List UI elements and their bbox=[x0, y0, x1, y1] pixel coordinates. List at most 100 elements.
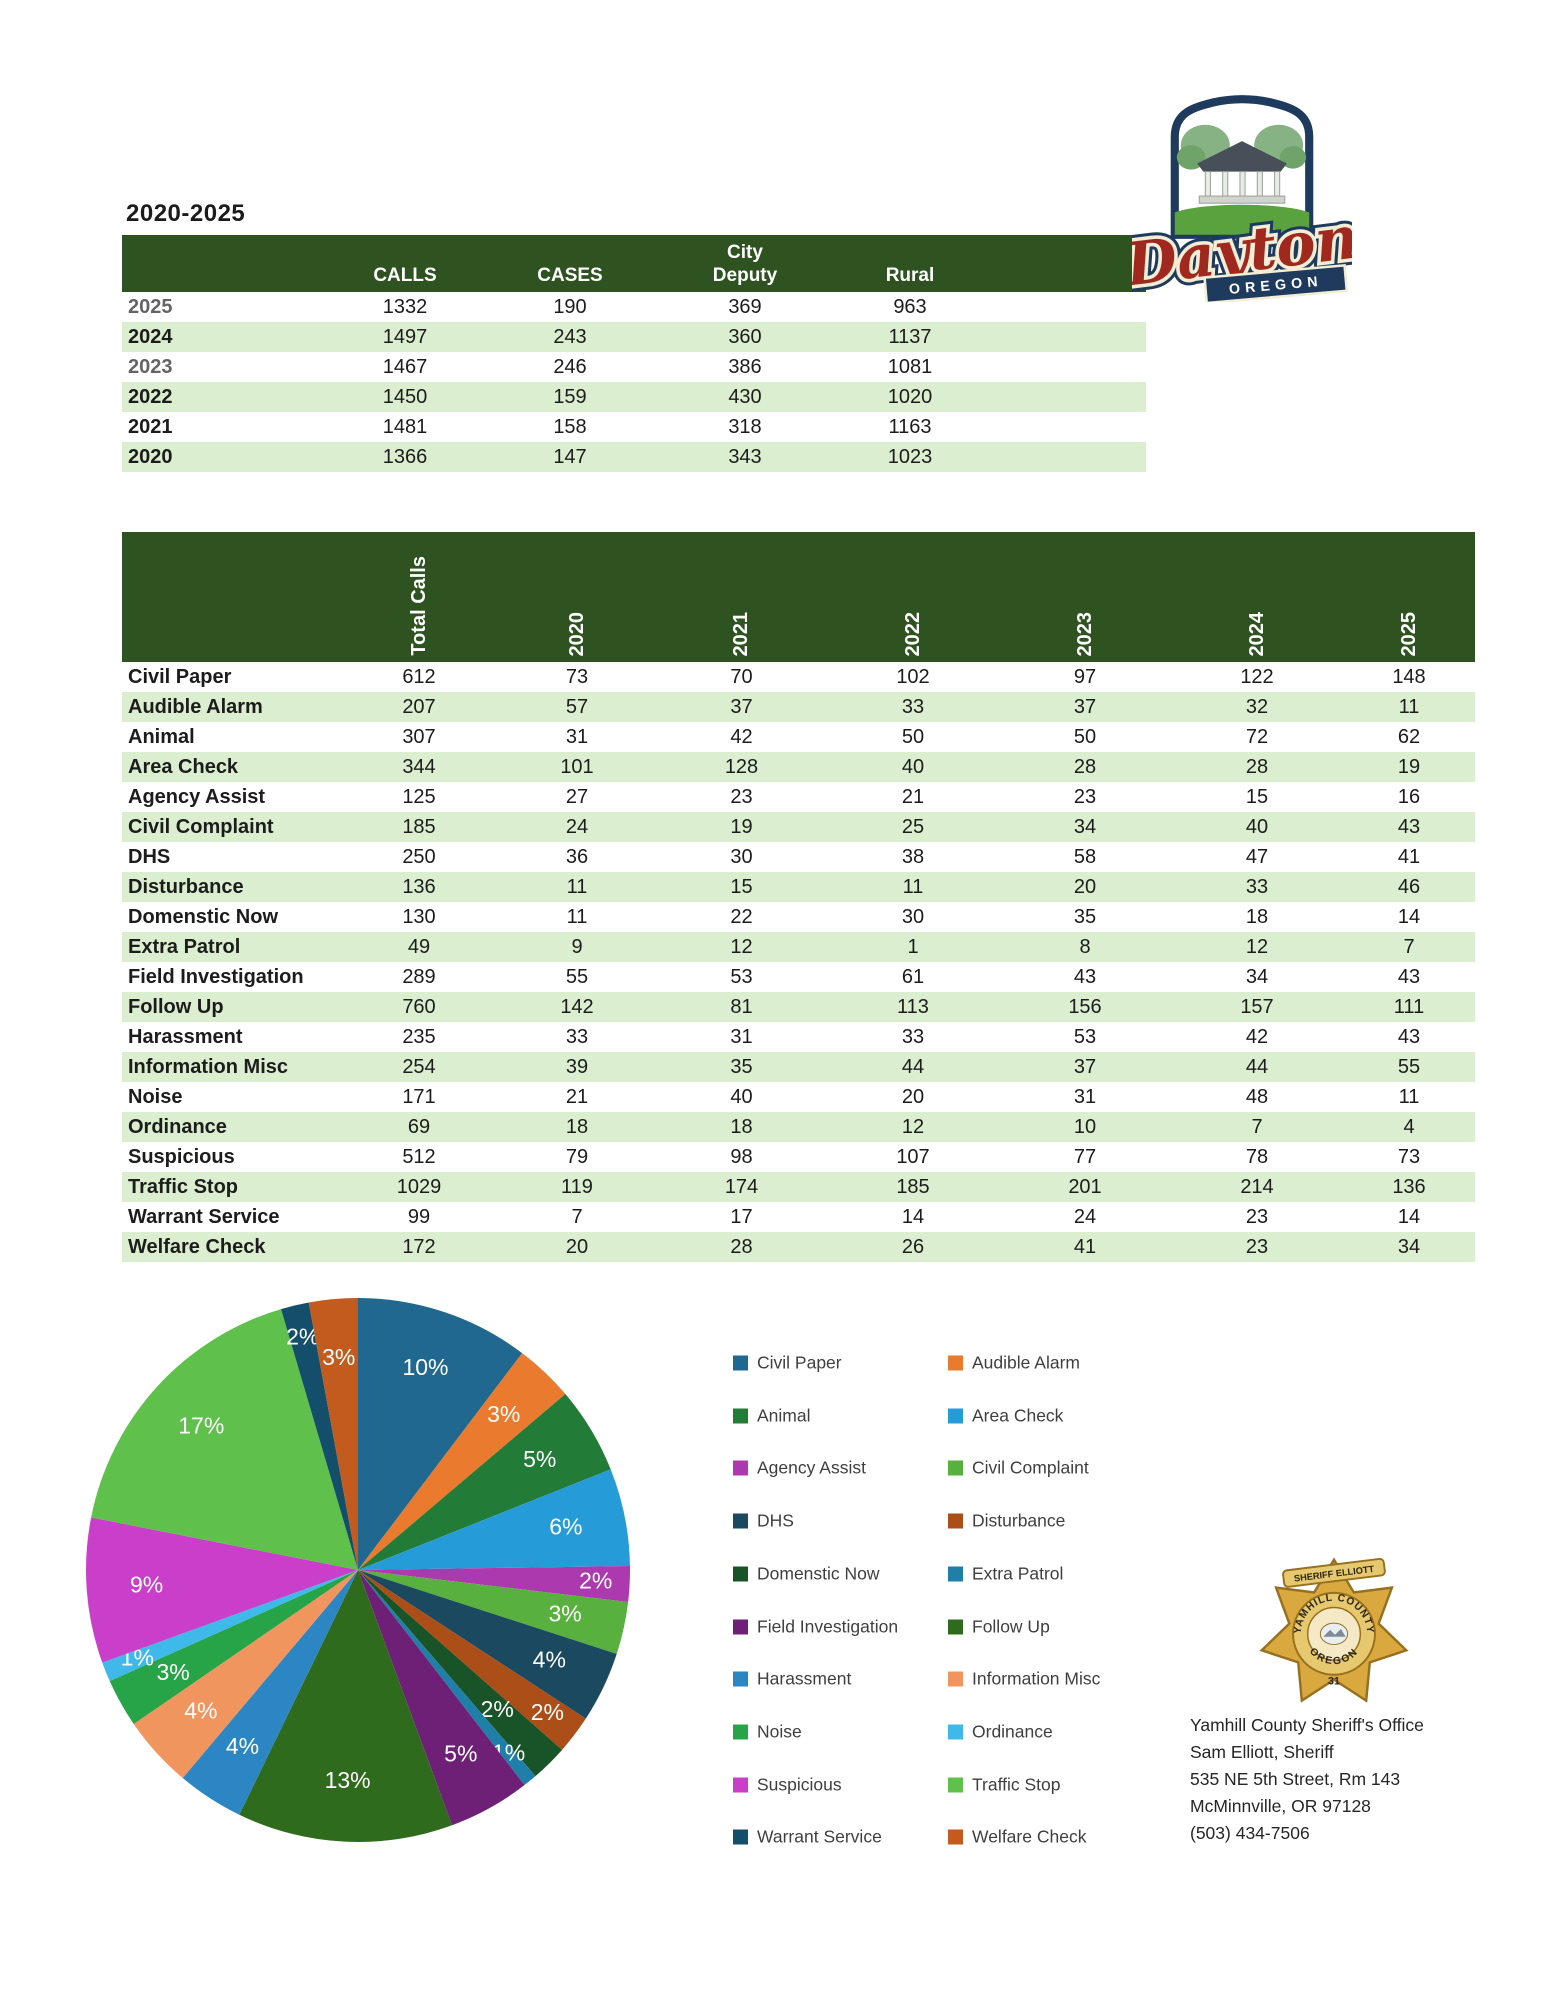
detail-value: 35 bbox=[730, 1056, 753, 1078]
detail-value: 119 bbox=[561, 1176, 593, 1198]
detail-value: 10 bbox=[1073, 1116, 1097, 1138]
detail-value: 14 bbox=[901, 1206, 925, 1228]
legend-item: Field Investigation bbox=[733, 1616, 898, 1637]
summary-col-calls: CALLS bbox=[373, 265, 437, 286]
badge-crest bbox=[1319, 1622, 1349, 1646]
detail-table-row: Ordinance 69 18 18 12 10 7 4 bbox=[122, 1112, 1475, 1142]
detail-value: 98 bbox=[730, 1146, 753, 1168]
detail-row-label: Disturbance bbox=[128, 876, 244, 898]
detail-value: 41 bbox=[1073, 1236, 1097, 1258]
detail-value: 55 bbox=[1397, 1056, 1421, 1078]
legend-swatch bbox=[948, 1671, 963, 1687]
detail-row-label: Field Investigation bbox=[128, 966, 304, 988]
detail-value: 31 bbox=[565, 726, 589, 748]
detail-value: 111 bbox=[1393, 996, 1425, 1018]
detail-value: 30 bbox=[901, 906, 925, 928]
detail-value: 760 bbox=[402, 996, 436, 1018]
summary-col-city-deputy: City Deputy bbox=[630, 241, 860, 287]
detail-value: 12 bbox=[1245, 936, 1269, 958]
detail-col-header: Total Calls bbox=[407, 556, 430, 656]
detail-value: 19 bbox=[730, 816, 753, 838]
pie-slice-information-misc bbox=[133, 1570, 358, 1778]
logo-park-scene bbox=[1174, 124, 1310, 235]
contact-line: 535 NE 5th Street, Rm 143 bbox=[1190, 1769, 1401, 1789]
pie-slice-animal bbox=[358, 1393, 611, 1570]
dayton-city-logo: Dayton Dayton OREGON bbox=[1132, 95, 1352, 302]
detail-value: 148 bbox=[1392, 666, 1426, 688]
legend-label: Civil Complaint bbox=[972, 1457, 1089, 1478]
logo-region-banner: OREGON bbox=[1203, 263, 1349, 302]
detail-value: 307 bbox=[402, 726, 436, 748]
contact-line: (503) 434-7506 bbox=[1190, 1823, 1310, 1843]
detail-value: 37 bbox=[1073, 696, 1097, 718]
detail-value: 172 bbox=[402, 1236, 436, 1258]
detail-value: 77 bbox=[1073, 1146, 1097, 1168]
detail-table-row: Domenstic Now 130 11 22 30 35 18 14 bbox=[122, 902, 1475, 932]
pie-percent-label: 13% bbox=[325, 1767, 371, 1793]
legend-item: Disturbance bbox=[948, 1511, 1065, 1532]
summary-city-deputy: 369 bbox=[728, 296, 762, 318]
detail-value: 31 bbox=[730, 1026, 753, 1048]
detail-value: 130 bbox=[402, 906, 436, 928]
legend-item: Area Check bbox=[948, 1405, 1063, 1426]
pie-slice-follow-up bbox=[239, 1570, 453, 1842]
detail-value: 99 bbox=[407, 1206, 431, 1228]
detail-value: 185 bbox=[402, 816, 436, 838]
pie-slice-warrant-service bbox=[281, 1302, 358, 1570]
detail-value: 35 bbox=[1073, 906, 1097, 928]
pie-percent-label: 2% bbox=[531, 1699, 564, 1725]
detail-value: 9 bbox=[571, 936, 583, 958]
detail-value: 38 bbox=[901, 846, 925, 868]
legend-label: Ordinance bbox=[972, 1721, 1053, 1742]
detail-value: 50 bbox=[1073, 726, 1097, 748]
summary-year: 2025 bbox=[128, 296, 173, 318]
detail-value: 57 bbox=[565, 696, 589, 718]
legend-label: Suspicious bbox=[757, 1774, 842, 1795]
detail-value: 11 bbox=[1398, 696, 1420, 718]
summary-city-deputy: 386 bbox=[728, 356, 762, 378]
detail-row-label: Traffic Stop bbox=[128, 1176, 239, 1198]
detail-value: 44 bbox=[1245, 1056, 1269, 1078]
pie-slice-dhs bbox=[358, 1570, 617, 1719]
legend-swatch bbox=[948, 1355, 963, 1371]
legend-swatch bbox=[948, 1724, 963, 1740]
legend-swatch bbox=[948, 1460, 963, 1476]
legend-swatch bbox=[733, 1829, 748, 1845]
pie-slice-disturbance bbox=[358, 1570, 586, 1750]
detail-row-label: Ordinance bbox=[128, 1116, 227, 1138]
detail-value: 14 bbox=[1397, 1206, 1421, 1228]
detail-row-label: Information Misc bbox=[128, 1056, 289, 1078]
detail-row-label: Domenstic Now bbox=[128, 906, 279, 928]
detail-value: 58 bbox=[1073, 846, 1097, 868]
pie-slice-welfare-check bbox=[308, 1298, 358, 1570]
detail-value: 31 bbox=[1073, 1086, 1097, 1108]
legend-swatch bbox=[948, 1566, 963, 1582]
detail-table-header: Total Calls 2020 2021 2022 2023 2024 2025 bbox=[122, 532, 1475, 662]
detail-table-row: Warrant Service 99 7 17 14 24 23 14 bbox=[122, 1202, 1475, 1232]
detail-table-row: Suspicious 512 79 98 107 77 78 73 bbox=[122, 1142, 1475, 1172]
legend-swatch bbox=[733, 1777, 748, 1793]
legend-item: Warrant Service bbox=[733, 1827, 882, 1848]
summary-rural: 1023 bbox=[887, 446, 933, 468]
detail-value: 43 bbox=[1397, 1026, 1421, 1048]
detail-value: 70 bbox=[730, 666, 753, 688]
legend-label: DHS bbox=[757, 1510, 794, 1531]
summary-table-row: 2024 1497 243 360 1137 bbox=[122, 322, 1146, 352]
detail-value: 11 bbox=[1398, 1086, 1420, 1108]
detail-value: 34 bbox=[1245, 966, 1269, 988]
pie-slice-agency-assist bbox=[358, 1566, 630, 1602]
detail-value: 25 bbox=[901, 816, 925, 838]
pie-percent-label: 4% bbox=[533, 1646, 566, 1672]
legend-item: DHS bbox=[733, 1511, 794, 1532]
legend-item: Animal bbox=[733, 1405, 811, 1426]
pie-slice-harassment bbox=[182, 1570, 358, 1815]
detail-value: 254 bbox=[402, 1056, 436, 1078]
summary-col-rural: Rural bbox=[885, 265, 935, 286]
detail-row-label: Civil Complaint bbox=[128, 816, 274, 838]
summary-city-deputy: 430 bbox=[728, 386, 762, 408]
detail-value: 612 bbox=[402, 666, 436, 688]
detail-row-label: Area Check bbox=[128, 756, 239, 778]
detail-value: 1 bbox=[907, 936, 919, 958]
contact-line: McMinnville, OR 97128 bbox=[1190, 1796, 1371, 1816]
detail-value: 136 bbox=[402, 876, 436, 898]
